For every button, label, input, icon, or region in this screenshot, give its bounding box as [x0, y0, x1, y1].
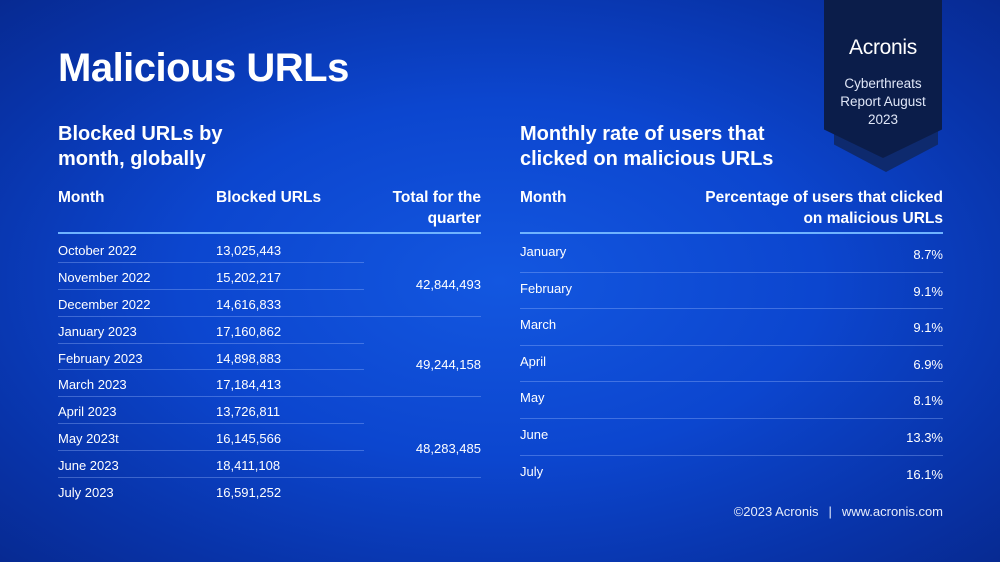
percentage-cell: 13.3%	[906, 429, 943, 445]
footer: ©2023 Acronis | www.acronis.com	[734, 504, 943, 519]
table-header-divider	[58, 232, 481, 234]
blocked-cell: 13,726,811	[216, 404, 281, 420]
blocked-cell: 14,898,883	[216, 350, 282, 366]
blocked-urls-table: October 2022 13,025,443 November 2022 15,2…	[58, 236, 481, 505]
blocked-urls-title: Blocked URLs by month, globally	[58, 123, 223, 170]
table-row: January 8.7%	[520, 236, 943, 273]
table-row: June 2023 18,411,108	[58, 451, 481, 478]
click-rate-table: January 8.7% February 9.1% March 9.1% April…	[520, 236, 943, 492]
month-cell: May 2023t	[58, 431, 119, 447]
month-cell: June 2023	[58, 458, 119, 474]
report-label: Cyberthreats Report August 2023	[840, 76, 926, 127]
month-cell: January	[520, 244, 567, 259]
blocked-cell: 16,591,252	[216, 485, 282, 501]
blocked-cell: 17,160,862	[216, 323, 282, 339]
footer-separator: |	[828, 504, 832, 519]
blocked-cell: 17,184,413	[216, 377, 282, 393]
month-cell: December 2022	[58, 296, 151, 312]
header-percentage: Percentage of users that clicked on mali…	[705, 189, 943, 227]
website-link[interactable]: www.acronis.com	[841, 504, 943, 519]
page-title: Malicious URLs	[58, 46, 349, 90]
month-cell: April	[520, 353, 547, 369]
percentage-cell: 8.1%	[913, 393, 943, 409]
table-row: July 16.1%	[520, 456, 943, 493]
month-cell: March	[520, 317, 557, 333]
percentage-cell: 8.7%	[913, 247, 943, 262]
month-cell: June	[520, 426, 549, 442]
copyright-text: ©2023 Acronis	[733, 504, 819, 519]
percentage-cell: 9.1%	[913, 320, 943, 336]
table-row: February 9.1%	[520, 273, 943, 310]
acronis-logo: Acronis	[849, 36, 917, 59]
table-row: April 2023 13,726,811	[58, 397, 481, 425]
month-cell: November 2022	[58, 269, 151, 285]
blocked-cell: 18,411,108	[216, 458, 281, 474]
table-row: May 2023t 16,145,566	[58, 424, 481, 452]
month-cell: October 2022	[58, 243, 137, 258]
table-header-divider	[520, 232, 943, 234]
table-row: October 2022 13,025,443	[58, 236, 481, 263]
table-row: November 2022 15,202,217	[58, 263, 481, 290]
quarter-total: 49,244,158	[415, 357, 481, 372]
table-row: March 9.1%	[520, 309, 943, 346]
table-row: June 13.3%	[520, 419, 943, 456]
header-month: Month	[58, 189, 105, 206]
blocked-cell: 16,145,566	[216, 431, 282, 447]
blocked-cell: 14,616,833	[216, 296, 282, 312]
month-cell: March 2023	[58, 377, 127, 393]
month-cell: January 2023	[58, 323, 137, 339]
table-row: February 2023 14,898,883	[58, 344, 481, 371]
report-ribbon	[824, 0, 942, 158]
month-cell: April 2023	[58, 404, 117, 420]
month-cell: July 2023	[58, 485, 114, 501]
month-cell: May	[520, 390, 545, 406]
click-rate-title: Monthly rate of users that clicked on ma…	[520, 123, 774, 170]
quarter-total: 48,283,485	[415, 441, 481, 456]
percentage-cell: 16.1%	[906, 466, 943, 482]
table-row: May 8.1%	[520, 382, 943, 419]
table-row: December 2022 14,616,833	[58, 290, 481, 317]
percentage-cell: 6.9%	[913, 356, 943, 372]
header-month: Month	[520, 189, 567, 206]
table-row: January 2023 17,160,862	[58, 317, 481, 344]
month-cell: February 2023	[58, 350, 143, 366]
table-row: March 2023 17,184,413	[58, 370, 481, 398]
table-row: July 2023 16,591,252	[58, 478, 481, 505]
blocked-cell: 13,025,443	[216, 243, 282, 258]
percentage-cell: 9.1%	[913, 283, 943, 299]
month-cell: February	[520, 280, 573, 296]
table-row: April 6.9%	[520, 346, 943, 383]
header-blocked-urls: Blocked URLs	[216, 189, 322, 206]
quarter-total: 42,844,493	[415, 277, 481, 292]
blocked-cell: 15,202,217	[216, 269, 282, 285]
month-cell: July	[520, 463, 544, 479]
header-quarter-total: Total for the quarter	[392, 189, 481, 227]
